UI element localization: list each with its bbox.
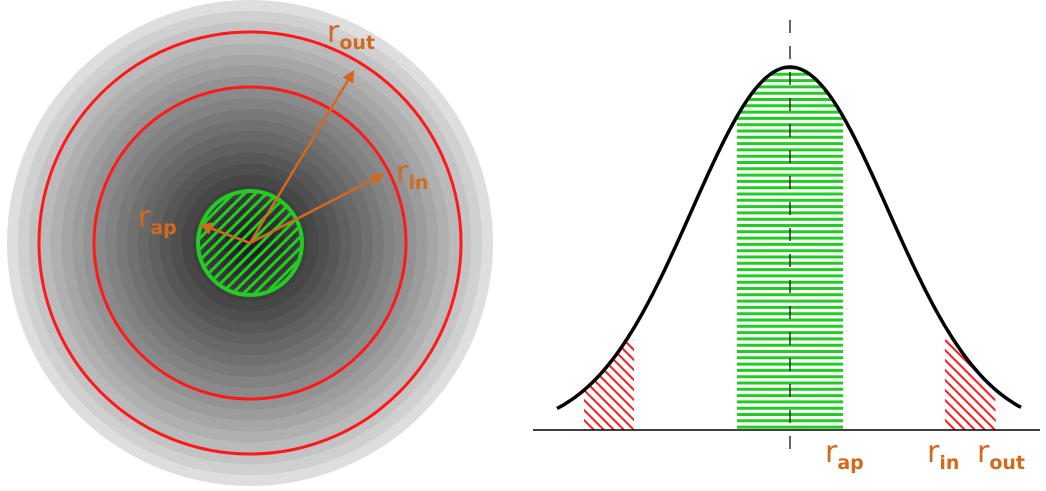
arrow-r-in <box>249 173 385 245</box>
aperture-hatch-line <box>221 191 302 295</box>
aperture-hatch-line <box>198 191 279 295</box>
annulus-outer-circle <box>37 30 463 456</box>
aperture-hatch-line <box>232 191 302 295</box>
sky-hatch-line <box>984 339 996 430</box>
sky-hatch-line <box>945 339 966 430</box>
label-r-out: rout <box>327 15 375 54</box>
sky-annulus-hatch-left <box>584 339 734 430</box>
sky-hatch-line <box>945 339 996 430</box>
sky-hatch-line <box>964 339 996 430</box>
sky-hatch-line <box>945 339 956 430</box>
annulus-inner-circle <box>92 85 408 401</box>
label-r-ap: rap <box>138 200 177 239</box>
sky-hatch-line <box>994 339 996 430</box>
arrow-r-out <box>248 69 355 244</box>
star-image-panel: rout rin rap <box>7 0 493 486</box>
sky-hatch-line <box>584 339 634 430</box>
sky-hatch-line <box>593 339 634 430</box>
label-profile-r-in: rin <box>927 435 959 474</box>
sky-hatch-line <box>584 339 634 430</box>
arrow-r-ap <box>199 222 251 245</box>
sky-hatch-line <box>584 339 595 430</box>
sky-hatch-line <box>945 339 976 430</box>
sky-hatch-line <box>584 339 605 430</box>
sky-hatch-line <box>603 339 634 430</box>
aperture-hatch-line <box>198 191 246 295</box>
aperture-hatch-line <box>243 191 302 295</box>
sky-hatch-line <box>584 339 585 430</box>
label-r-in: rin <box>396 155 428 194</box>
sky-hatch-line <box>945 339 996 430</box>
sky-annulus-hatch-right <box>945 339 1046 430</box>
sky-hatch-line <box>945 339 946 430</box>
sky-hatch-line <box>945 339 996 430</box>
aperture-hatch-line <box>198 191 257 295</box>
profile-curve <box>556 65 1022 411</box>
sky-hatch-line <box>613 339 634 430</box>
aperture-hatch-line <box>198 191 290 295</box>
sky-hatch-line <box>945 339 996 430</box>
sky-hatch-line <box>584 339 615 430</box>
profile-panel: rap rin rout <box>533 20 1046 474</box>
aperture-flux-hatch <box>737 67 843 429</box>
label-profile-r-out: rout <box>977 435 1025 474</box>
sky-hatch-line <box>623 339 634 430</box>
sky-hatch-line <box>954 339 996 430</box>
sky-hatch-line <box>644 340 734 430</box>
sky-hatch-line <box>633 339 634 430</box>
aperture-hatch-line <box>254 191 302 295</box>
aperture-hatch-line <box>210 191 302 295</box>
aperture-hatch-line <box>198 191 268 295</box>
sky-hatch-line <box>974 339 996 430</box>
sky-hatch-line <box>1005 340 1046 430</box>
sky-hatch-line <box>584 339 634 430</box>
sky-hatch-line <box>945 339 986 430</box>
sky-hatch-line <box>584 339 625 430</box>
label-profile-r-ap: rap <box>825 435 864 474</box>
